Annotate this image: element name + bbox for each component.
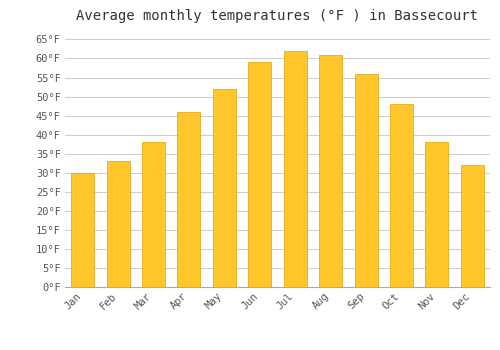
Bar xyxy=(213,89,236,287)
Bar xyxy=(106,161,130,287)
Bar xyxy=(319,55,342,287)
Bar xyxy=(284,51,306,287)
Bar xyxy=(426,142,448,287)
Bar xyxy=(461,165,484,287)
Title: Average monthly temperatures (°F ) in Bassecourt: Average monthly temperatures (°F ) in Ba… xyxy=(76,9,478,23)
Bar xyxy=(142,142,165,287)
Bar xyxy=(390,104,413,287)
Bar xyxy=(354,74,378,287)
Bar xyxy=(178,112,201,287)
Bar xyxy=(71,173,94,287)
Bar xyxy=(248,62,272,287)
